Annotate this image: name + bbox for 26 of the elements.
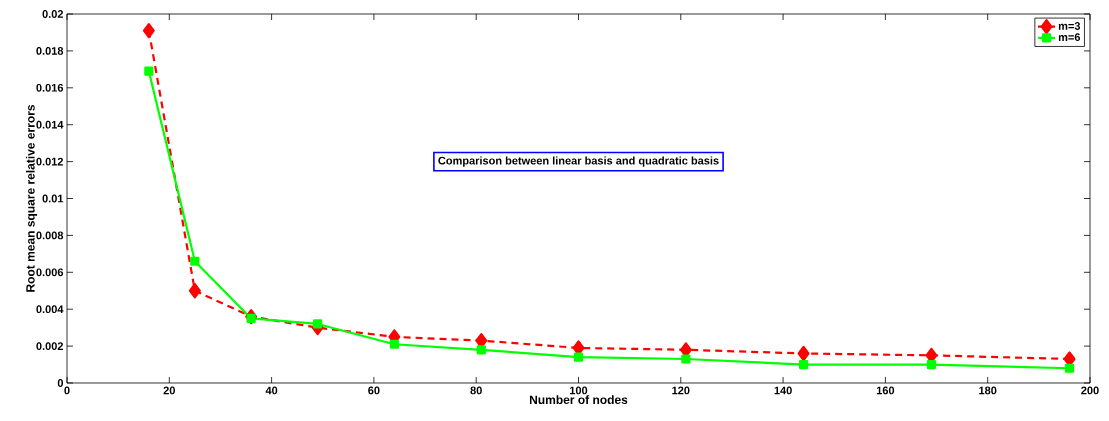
y-tick-label: 0 (57, 379, 64, 387)
x-tick-label: 80 (470, 386, 482, 395)
x-tick-label: 140 (774, 386, 792, 395)
y-tick-label: 0.006 (36, 268, 64, 277)
y-tick-label: 0.008 (36, 231, 64, 240)
x-tick-label: 180 (979, 386, 997, 395)
legend-label: m=6 (1058, 33, 1081, 42)
y-tick-label: 0.014 (36, 120, 64, 129)
y-tick-label: 0.004 (36, 305, 64, 314)
x-tick-label: 40 (265, 386, 278, 395)
legend-label: m=3 (1058, 22, 1081, 30)
y-tick-label: 0.018 (36, 47, 64, 55)
y-tick-label: 0.01 (42, 194, 64, 203)
x-tick-label: 0 (64, 386, 70, 395)
x-tick-label: 160 (876, 386, 895, 395)
y-tick-label: 0.02 (42, 10, 64, 18)
y-tick-label: 0.016 (36, 83, 64, 92)
x-tick-label: 200 (1081, 386, 1099, 395)
annotation: Comparison between linear basis and quadratic basis (438, 156, 719, 167)
x-tick-label: 60 (368, 386, 380, 395)
x-tick-label: 120 (672, 386, 690, 395)
x-axis-title: Number of nodes (529, 395, 628, 404)
x-tick-label: 20 (163, 386, 175, 395)
y-tick-label: 0.002 (36, 342, 64, 350)
x-tick-label: 100 (570, 386, 588, 395)
y-tick-label: 0.012 (36, 157, 64, 166)
